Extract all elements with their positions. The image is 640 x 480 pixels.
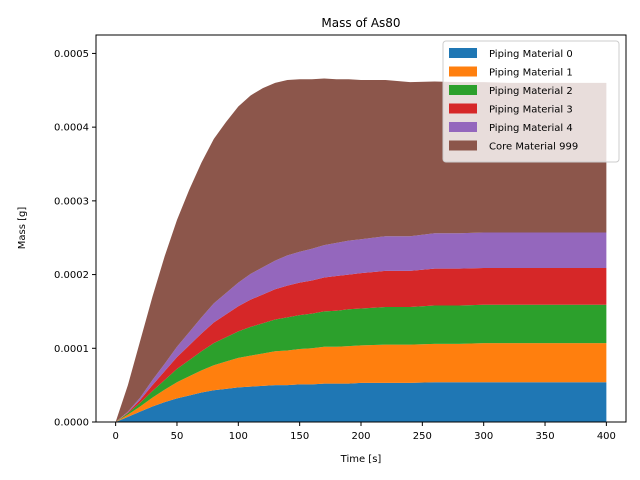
area-series-4 — [115, 232, 607, 422]
y-tick-label: 0.0003 — [54, 196, 89, 207]
x-tick-label: 200 — [351, 431, 370, 442]
y-tick-label: 0.0005 — [54, 49, 89, 60]
x-tick-label: 250 — [413, 431, 432, 442]
legend-label: Piping Material 1 — [489, 68, 573, 79]
x-tick-label: 150 — [290, 431, 309, 442]
x-tick-label: 400 — [597, 431, 616, 442]
legend-label: Piping Material 4 — [489, 123, 573, 134]
legend-swatch — [449, 48, 477, 58]
area-series-5 — [115, 78, 607, 423]
y-axis-label: Mass [g] — [17, 207, 28, 250]
legend: Piping Material 0 Piping Material 1 Piping… — [442, 40, 620, 163]
y-axis-ticks: 0.0000 0.0001 0.0002 0.0003 0.0004 0.0005 — [54, 49, 96, 429]
legend-swatch — [449, 85, 477, 95]
legend-label: Piping Material 0 — [489, 49, 573, 60]
y-tick-label: 0.0004 — [54, 123, 89, 134]
x-axis-ticks: 0 50 100 150 200 250 300 350 400 — [112, 422, 616, 442]
chart-title: Mass of As80 — [321, 16, 400, 30]
legend-swatch — [449, 122, 477, 132]
legend-swatch — [449, 66, 477, 77]
legend-label: Core Material 999 — [489, 142, 578, 153]
x-tick-label: 50 — [171, 431, 184, 442]
legend-swatch — [449, 140, 477, 151]
legend-swatch — [449, 103, 477, 114]
area-series-0 — [115, 382, 607, 422]
legend-label: Piping Material 3 — [489, 105, 573, 116]
legend-label: Piping Material 2 — [489, 86, 573, 97]
y-tick-label: 0.0002 — [54, 270, 89, 281]
x-tick-label: 300 — [474, 431, 493, 442]
area-series-3 — [115, 267, 607, 422]
area-series-1 — [115, 343, 607, 422]
legend-box — [442, 40, 620, 163]
stacked-areas — [115, 78, 607, 423]
area-series-2 — [115, 304, 607, 422]
y-tick-label: 0.0001 — [54, 344, 89, 355]
y-tick-label: 0.0000 — [54, 418, 89, 429]
x-tick-label: 100 — [229, 431, 248, 442]
x-tick-label: 350 — [535, 431, 554, 442]
x-axis-label: Time [s] — [340, 454, 382, 465]
x-tick-label: 0 — [112, 431, 118, 442]
